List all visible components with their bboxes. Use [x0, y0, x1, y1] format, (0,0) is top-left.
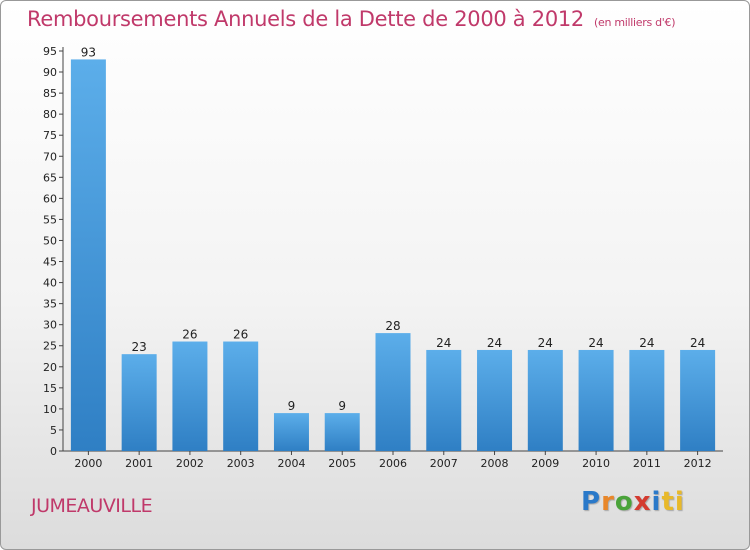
x-tick-label: 2012 — [684, 457, 712, 470]
x-tick-label: 2005 — [328, 457, 356, 470]
y-tick-label: 85 — [43, 87, 57, 100]
logo-letter: x — [633, 487, 652, 517]
bar-value-label: 24 — [436, 336, 451, 350]
y-tick-label: 70 — [43, 150, 57, 163]
proxiti-logo: Proxiti — [581, 487, 685, 517]
y-tick-label: 60 — [43, 192, 57, 205]
bar — [273, 413, 309, 451]
bar-value-label: 23 — [132, 340, 147, 354]
x-tick-label: 2000 — [74, 457, 102, 470]
bar — [527, 349, 563, 451]
y-tick-label: 50 — [43, 234, 57, 247]
y-tick-label: 80 — [43, 108, 57, 121]
y-tick-label: 45 — [43, 256, 57, 269]
bar-value-label: 24 — [639, 336, 654, 350]
bar-value-label: 26 — [233, 328, 248, 342]
logo-letter: r — [601, 487, 615, 517]
y-tick-label: 55 — [43, 213, 57, 226]
x-tick-label: 2010 — [582, 457, 610, 470]
bar-value-label: 93 — [81, 45, 96, 59]
bar — [172, 341, 208, 451]
y-tick-label: 20 — [43, 361, 57, 374]
y-tick-label: 25 — [43, 340, 57, 353]
x-tick-label: 2008 — [481, 457, 509, 470]
bar — [477, 349, 513, 451]
y-tick-label: 15 — [43, 382, 57, 395]
x-tick-label: 2003 — [227, 457, 255, 470]
y-tick-label: 30 — [43, 319, 57, 332]
x-tick-label: 2002 — [176, 457, 204, 470]
bar — [324, 413, 360, 451]
logo-letter: o — [614, 487, 634, 517]
bar — [121, 354, 157, 451]
logo-letter: ti — [661, 487, 685, 517]
chart-unit: (en milliers d'€) — [594, 16, 676, 29]
bar-value-label: 24 — [588, 336, 603, 350]
y-tick-label: 5 — [50, 424, 57, 437]
bar — [629, 349, 665, 451]
logo-letter: P — [581, 487, 602, 517]
bar-value-label: 28 — [385, 319, 400, 333]
y-tick-label: 65 — [43, 171, 57, 184]
x-tick-label: 2001 — [125, 457, 153, 470]
bar — [578, 349, 614, 451]
bar-value-label: 24 — [487, 336, 502, 350]
y-tick-label: 95 — [43, 45, 57, 58]
chart-title-text: Remboursements Annuels de la Dette de 20… — [27, 7, 584, 31]
x-tick-label: 2009 — [531, 457, 559, 470]
bar — [70, 59, 106, 451]
bar — [426, 349, 462, 451]
y-tick-label: 35 — [43, 298, 57, 311]
bar — [375, 333, 411, 451]
y-tick-label: 10 — [43, 403, 57, 416]
bar-value-label: 26 — [182, 328, 197, 342]
bar — [223, 341, 259, 451]
logo-letter: i — [651, 487, 662, 517]
x-tick-label: 2006 — [379, 457, 407, 470]
y-tick-label: 90 — [43, 66, 57, 79]
x-tick-label: 2007 — [430, 457, 458, 470]
town-name: JUMEAUVILLE — [31, 495, 153, 517]
bar-value-label: 9 — [288, 399, 296, 413]
x-tick-label: 2004 — [277, 457, 305, 470]
x-tick-label: 2011 — [633, 457, 661, 470]
bar-value-label: 24 — [538, 336, 553, 350]
bar-value-label: 9 — [338, 399, 346, 413]
chart-title: Remboursements Annuels de la Dette de 20… — [27, 7, 675, 31]
bar-value-label: 24 — [690, 336, 705, 350]
bar — [680, 349, 716, 451]
y-tick-label: 40 — [43, 277, 57, 290]
y-tick-label: 0 — [50, 445, 57, 458]
y-tick-label: 75 — [43, 129, 57, 142]
